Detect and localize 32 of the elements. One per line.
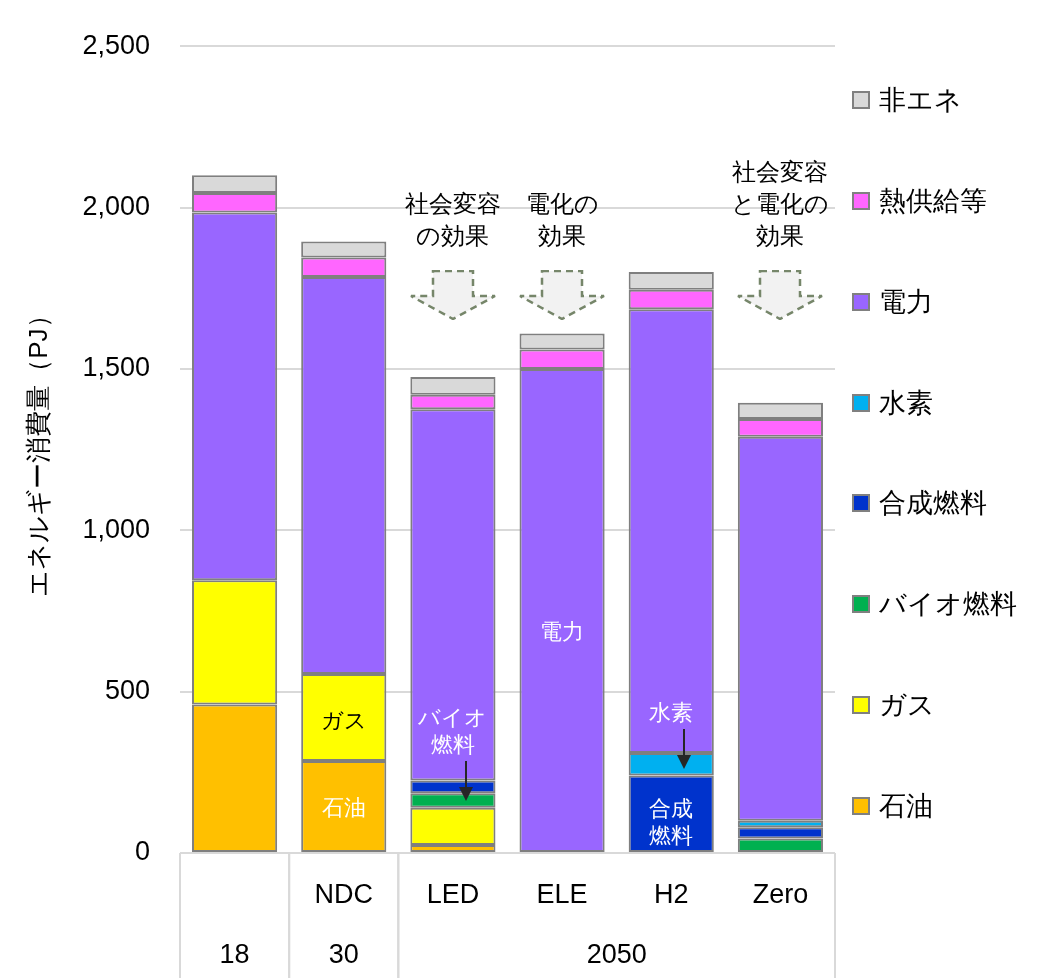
y-tick-label: 1,500: [82, 352, 150, 383]
y-tick-label: 0: [134, 836, 150, 867]
y-tick-label: 1,000: [82, 513, 150, 544]
annotation: 電力: [540, 619, 585, 645]
legend-label: 電力: [879, 285, 933, 319]
legend-label: 水素: [879, 386, 933, 420]
y-tick-label: 2,000: [82, 191, 150, 222]
legend-label: ガス: [879, 689, 935, 723]
legend-label: 石油: [879, 789, 933, 823]
annotation: バイオ燃料: [417, 705, 488, 758]
annotation: 水素: [649, 700, 694, 726]
text: 30: [328, 939, 359, 970]
annotation: ガス: [320, 707, 367, 733]
legend-label: 熱供給等: [879, 184, 987, 218]
legend-label: バイオ燃料: [879, 588, 1017, 622]
y-tick-label: 500: [104, 675, 150, 706]
annotation: 社会変容の効果: [404, 189, 501, 249]
x-tick-label: ELE: [536, 878, 588, 909]
x-tick-label: NDC: [314, 878, 373, 909]
text: 18: [219, 939, 250, 970]
y-tick-label: 2,500: [82, 29, 150, 60]
x-tick-label: LED: [426, 878, 480, 909]
x-tick-label: Zero: [752, 878, 809, 909]
annotation: 社会変容と電化の効果: [731, 157, 830, 249]
legend-label: 非エネ: [879, 84, 962, 117]
x-tick-label: H2: [653, 878, 689, 909]
annotation: 合成燃料: [649, 796, 694, 849]
annotation: 電化の効果: [525, 189, 599, 249]
annotation: 石油: [321, 795, 366, 821]
text: 2050: [586, 939, 647, 970]
y-axis-title: エネルギー消費量（PJ）: [22, 302, 53, 597]
legend-label: 合成燃料: [879, 487, 987, 521]
